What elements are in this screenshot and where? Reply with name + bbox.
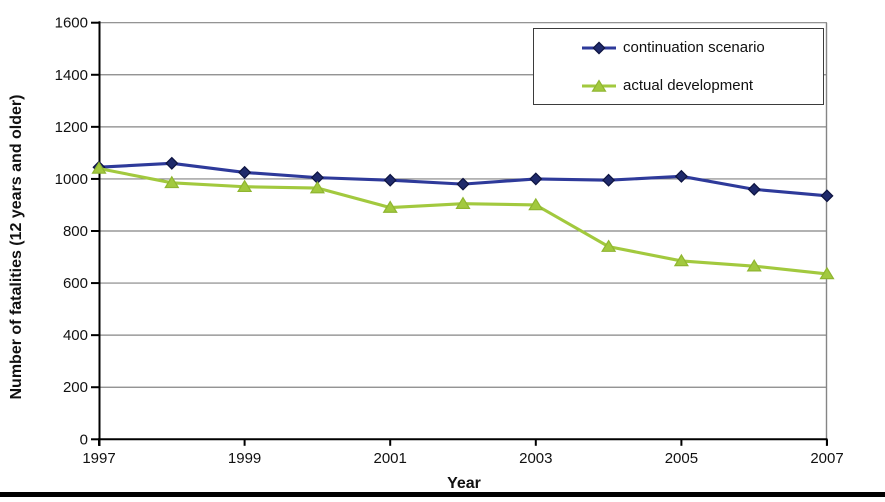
diamond-marker bbox=[165, 156, 179, 170]
diamond-marker bbox=[820, 189, 834, 203]
triangle-up-marker bbox=[382, 200, 398, 213]
legend-label: actual development bbox=[623, 77, 754, 94]
legend-item-actual-development: actual development bbox=[582, 78, 753, 94]
legend-item-continuation-scenario: continuation scenario bbox=[582, 40, 765, 56]
triangle-up-marker bbox=[746, 258, 762, 272]
diamond-marker bbox=[383, 173, 397, 187]
y-axis-title: Number of fatalities (12 years and older… bbox=[8, 94, 25, 400]
diamond-marker bbox=[602, 173, 616, 187]
triangle-up-marker bbox=[309, 180, 325, 194]
triangle-up-marker bbox=[528, 197, 544, 211]
y-tick-label: 0 bbox=[80, 431, 88, 448]
y-tick-label: 800 bbox=[63, 223, 88, 240]
legend: continuation scenario actual development bbox=[533, 28, 824, 105]
diamond-marker bbox=[674, 169, 688, 183]
y-tick-label: 1000 bbox=[55, 171, 88, 188]
diamond-marker bbox=[747, 182, 761, 196]
y-tick-label: 1400 bbox=[55, 67, 88, 84]
triangle-up-marker bbox=[601, 239, 617, 252]
y-tick-label: 600 bbox=[63, 275, 88, 292]
x-tick-label: 2005 bbox=[665, 450, 698, 467]
y-tick-label: 200 bbox=[63, 379, 88, 396]
triangle-up-marker bbox=[237, 179, 253, 193]
y-tick-label: 1600 bbox=[55, 15, 88, 32]
triangle-up-marker bbox=[91, 161, 107, 174]
diamond-marker bbox=[456, 177, 470, 191]
triangle-up-marker bbox=[164, 175, 180, 189]
x-tick-label: 1999 bbox=[228, 450, 261, 467]
triangle-up-marker bbox=[455, 196, 471, 209]
diamond-line-marker-icon bbox=[582, 41, 616, 55]
diamond-marker bbox=[238, 165, 252, 179]
triangle-up-marker bbox=[819, 266, 835, 280]
legend-label: continuation scenario bbox=[623, 39, 765, 56]
x-axis-title: Year bbox=[447, 475, 481, 492]
x-tick-label: 1997 bbox=[82, 450, 115, 467]
x-tick-label: 2007 bbox=[810, 450, 843, 467]
triangle-up-marker bbox=[673, 253, 689, 267]
x-tick-label: 2001 bbox=[374, 450, 407, 467]
y-tick-label: 400 bbox=[63, 327, 88, 344]
diamond-marker bbox=[529, 172, 543, 186]
triangle-line-marker-icon bbox=[582, 79, 616, 93]
x-tick-label: 2003 bbox=[519, 450, 552, 467]
bottom-rule bbox=[0, 492, 885, 497]
y-tick-label: 1200 bbox=[55, 119, 88, 136]
